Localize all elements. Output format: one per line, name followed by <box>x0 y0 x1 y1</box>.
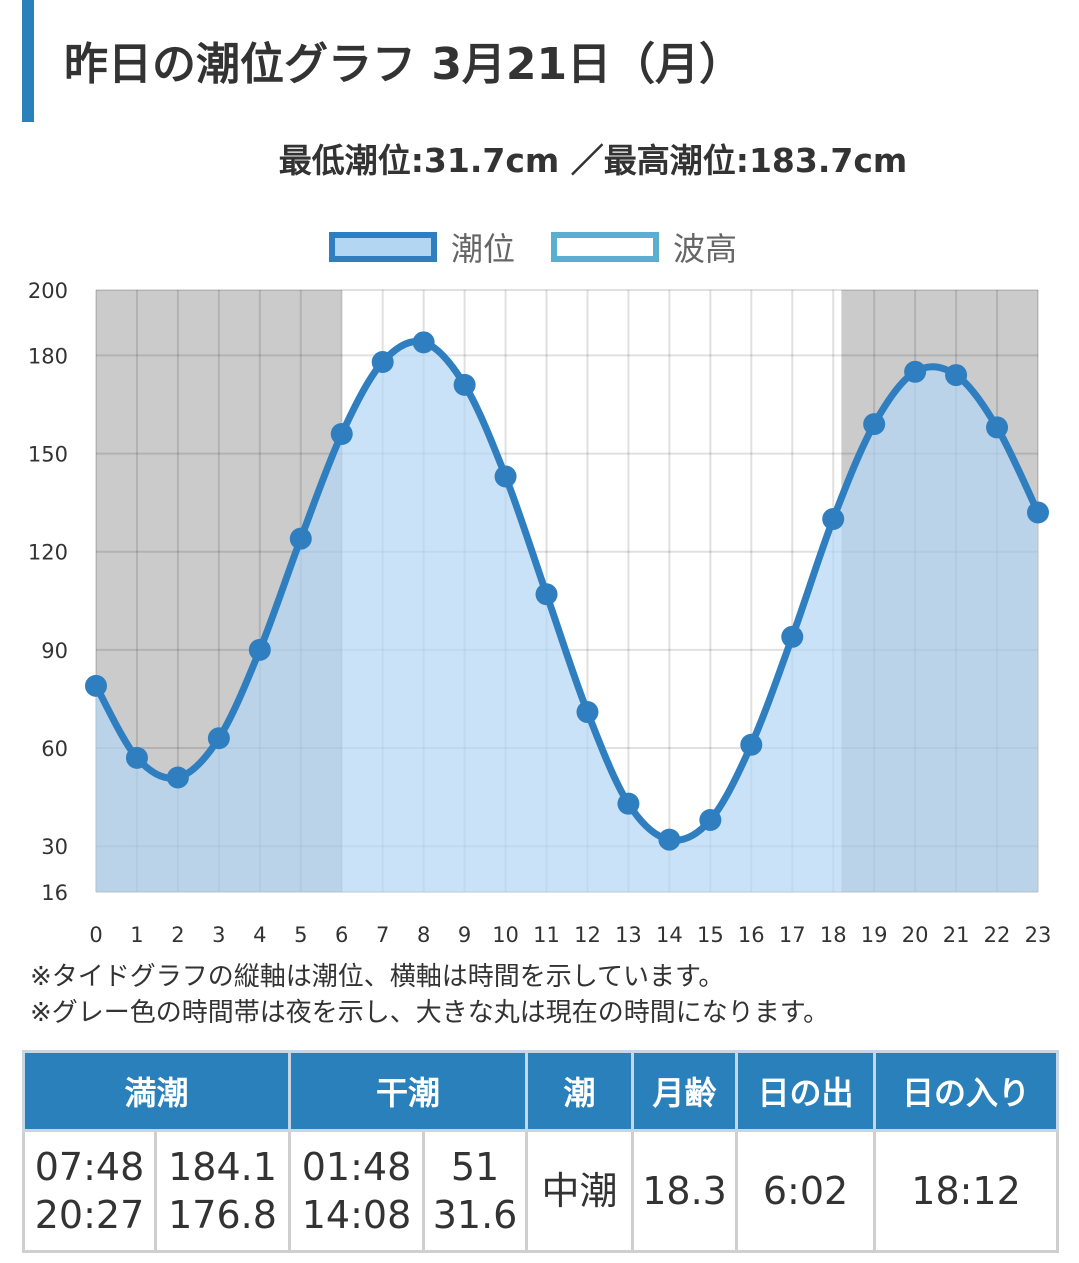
chart-legend: 潮位 波高 <box>0 224 1079 268</box>
x-tick-label-11: 11 <box>533 923 560 947</box>
tide-points <box>85 331 1049 851</box>
tide-point-23 <box>1027 501 1049 524</box>
legend-label-tide: 潮位 <box>451 230 516 268</box>
title-accent-bar <box>22 0 34 122</box>
low-tide-levels: 51 31.6 <box>422 1129 529 1253</box>
x-tick-label-16: 16 <box>738 923 765 947</box>
high-tide-time-2: 20:27 <box>34 1193 145 1237</box>
chart-note-night: ※グレー色の時間帯は夜を示し、大きな丸は現在の時間になります。 <box>30 998 830 1028</box>
x-tick-label-17: 17 <box>779 923 806 947</box>
x-tick-label-12: 12 <box>574 923 601 947</box>
tide-point-16 <box>740 733 763 756</box>
tide-point-3 <box>207 727 230 750</box>
y-tick-label-150: 150 <box>28 443 68 467</box>
tide-point-10 <box>494 465 517 488</box>
low-tide-times: 01:48 14:08 <box>288 1129 426 1253</box>
y-axis-ticks: 16 30 60 90 120 150 180 200 <box>28 280 68 905</box>
y-tick-label-30: 30 <box>41 835 68 859</box>
low-tide-time-2: 14:08 <box>301 1193 412 1237</box>
low-tide-time-1: 01:48 <box>301 1145 412 1189</box>
tide-type-value: 中潮 <box>525 1129 635 1253</box>
legend-swatch-wave <box>551 232 659 262</box>
moon-age-value: 18.3 <box>631 1129 739 1253</box>
tide-point-21 <box>945 364 968 387</box>
x-tick-label-15: 15 <box>697 923 724 947</box>
x-tick-label-2: 2 <box>171 923 184 947</box>
x-tick-label-13: 13 <box>615 923 642 947</box>
x-tick-label-9: 9 <box>458 923 471 947</box>
tide-point-7 <box>371 350 394 373</box>
header-low-tide: 干潮 <box>288 1050 529 1132</box>
tide-point-8 <box>412 331 435 354</box>
header-moon-age: 月齢 <box>631 1050 739 1132</box>
sunset-value: 18:12 <box>873 1129 1060 1253</box>
high-tide-times: 07:48 20:27 <box>22 1129 157 1253</box>
table-header-row: 満潮 干潮 潮 月齢 日の出 日の入り <box>21 1050 1060 1132</box>
tide-point-12 <box>576 701 599 724</box>
low-tide-level-1: 51 <box>450 1145 500 1189</box>
y-tick-label-180: 180 <box>28 344 68 368</box>
tide-point-17 <box>781 625 804 648</box>
x-tick-label-3: 3 <box>212 923 225 947</box>
x-tick-label-7: 7 <box>376 923 389 947</box>
tide-point-0 <box>85 674 107 697</box>
tide-point-5 <box>289 527 312 550</box>
high-tide-level-1: 184.1 <box>168 1145 277 1189</box>
tide-point-18 <box>822 508 845 531</box>
y-tick-label-120: 120 <box>28 541 68 565</box>
tide-point-9 <box>453 373 476 396</box>
tide-point-14 <box>658 828 681 851</box>
table-row: 07:48 20:27 184.1 176.8 01:48 14:08 51 3… <box>22 1129 1060 1253</box>
y-tick-label-90: 90 <box>41 639 68 663</box>
x-tick-label-21: 21 <box>943 923 970 947</box>
x-tick-label-23: 23 <box>1025 923 1052 947</box>
x-tick-label-6: 6 <box>335 923 348 947</box>
legend-item-tide[interactable]: 潮位 <box>329 224 515 270</box>
tide-point-20 <box>904 360 927 383</box>
y-tick-label-16: 16 <box>41 881 68 905</box>
tide-point-4 <box>248 638 271 661</box>
header-sunrise: 日の出 <box>735 1050 877 1132</box>
y-tick-label-200: 200 <box>28 280 68 303</box>
tide-point-15 <box>699 809 722 832</box>
high-tide-time-1: 07:48 <box>34 1145 145 1189</box>
tide-point-19 <box>863 413 886 436</box>
x-tick-label-20: 20 <box>902 923 929 947</box>
x-tick-label-19: 19 <box>861 923 888 947</box>
tide-point-6 <box>330 422 353 445</box>
tide-min-max-summary: 最低潮位:31.7cm ／最高潮位:183.7cm <box>278 141 908 180</box>
x-tick-label-0: 0 <box>89 923 102 947</box>
x-tick-label-5: 5 <box>294 923 307 947</box>
legend-label-wave: 波高 <box>673 230 738 268</box>
tide-point-22 <box>986 416 1009 439</box>
x-tick-label-8: 8 <box>417 923 430 947</box>
tide-point-13 <box>617 792 640 815</box>
legend-swatch-tide <box>329 232 437 262</box>
sunrise-value: 6:02 <box>735 1129 877 1253</box>
tide-point-11 <box>535 583 558 606</box>
high-tide-levels: 184.1 176.8 <box>153 1129 292 1253</box>
x-tick-label-18: 18 <box>820 923 847 947</box>
y-tick-label-60: 60 <box>41 737 68 761</box>
tide-point-2 <box>166 766 189 789</box>
header-high-tide: 満潮 <box>21 1050 292 1132</box>
x-tick-label-14: 14 <box>656 923 683 947</box>
header-tide-type: 潮 <box>525 1050 635 1132</box>
tide-area <box>96 341 1038 892</box>
tide-point-1 <box>125 746 148 769</box>
x-tick-label-22: 22 <box>984 923 1011 947</box>
high-tide-level-2: 176.8 <box>168 1193 277 1237</box>
low-tide-level-2: 31.6 <box>432 1193 518 1237</box>
tide-area-fill <box>96 341 1038 892</box>
x-tick-label-10: 10 <box>492 923 519 947</box>
x-tick-label-4: 4 <box>253 923 266 947</box>
page-title: 昨日の潮位グラフ 3月21日（月） <box>64 39 744 90</box>
header-sunset: 日の入り <box>873 1050 1060 1132</box>
x-axis-ticks: 0 1 2 3 4 5 6 7 8 9 10 11 12 13 14 15 16 17 18 19 20 21 22 23 <box>89 923 1051 947</box>
tide-info-table: 満潮 干潮 潮 月齢 日の出 日の入り 07:48 20:27 184.1 17… <box>21 1050 1060 1253</box>
chart-note-axes: ※タイドグラフの縦軸は潮位、横軸は時間を示しています。 <box>30 962 725 992</box>
x-tick-label-1: 1 <box>130 923 143 947</box>
legend-item-wave[interactable]: 波高 <box>551 224 737 270</box>
